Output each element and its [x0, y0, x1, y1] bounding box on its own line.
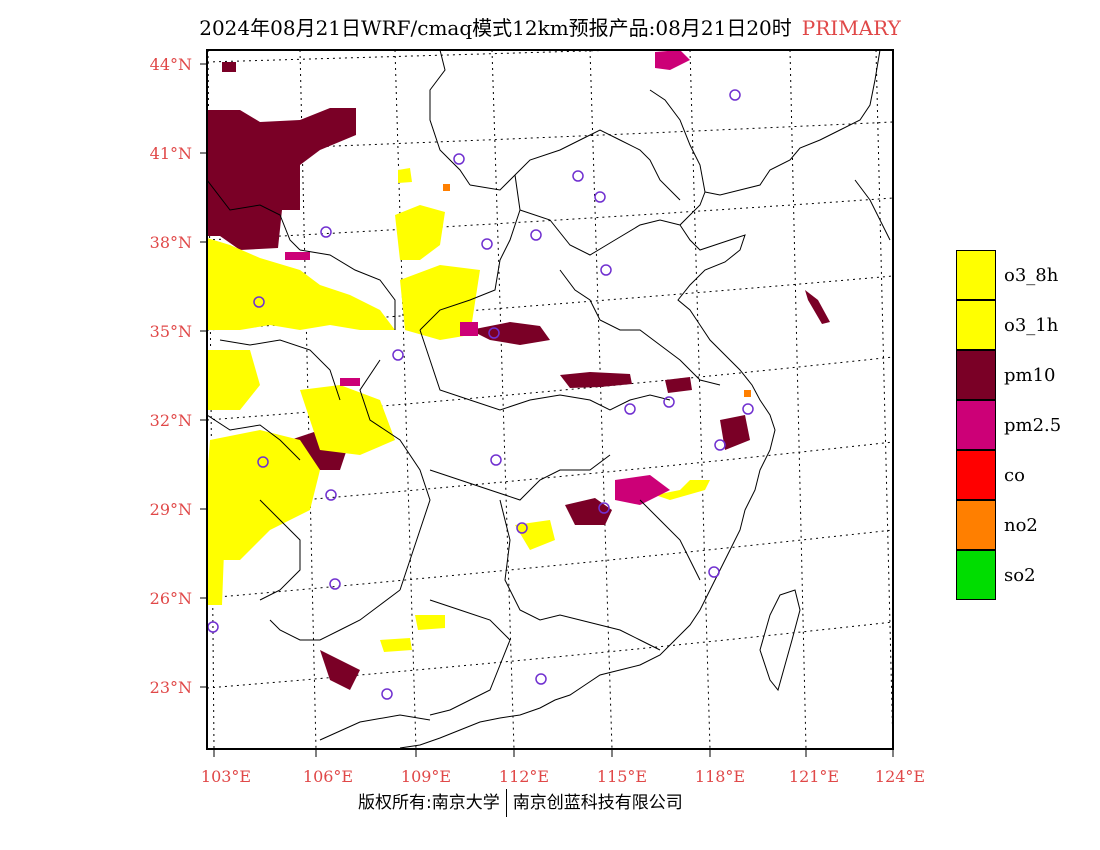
legend-item-so2: so2: [956, 550, 1061, 600]
lon-label-118: 118°E: [695, 767, 745, 786]
lat-ticks: [200, 63, 207, 688]
legend-label: o3_1h: [1004, 314, 1059, 336]
legend-swatch: [956, 550, 996, 600]
lat-label-26: 26°N: [150, 589, 192, 608]
pm25-areas: [285, 50, 690, 505]
lon-label-103: 103°E: [201, 767, 251, 786]
lat-label-44: 44°N: [150, 55, 192, 74]
lon-label-124: 124°E: [875, 767, 925, 786]
legend-swatch: [956, 350, 996, 400]
station-markers: [207, 89, 754, 700]
legend-item-o3-8h: o3_8h: [956, 250, 1061, 300]
title-tag: PRIMARY: [801, 16, 901, 40]
legend-label: pm10: [1004, 364, 1056, 386]
legend-item-no2: no2: [956, 500, 1061, 550]
legend-swatch: [956, 450, 996, 500]
footer-divider: [505, 789, 507, 817]
legend-swatch: [956, 300, 996, 350]
lon-label-109: 109°E: [401, 767, 451, 786]
map-frame: [206, 49, 894, 750]
copyright-owner: 版权所有:南京大学: [358, 793, 500, 813]
copyright-footer: 版权所有:南京大学 南京创蓝科技有限公司: [358, 788, 683, 817]
coastline: [319, 50, 891, 749]
o3-areas: [207, 168, 710, 652]
legend-item-pm25: pm2.5: [956, 400, 1061, 450]
lat-label-23: 23°N: [150, 678, 192, 697]
lon-label-121: 121°E: [789, 767, 839, 786]
lat-label-41: 41°N: [150, 144, 192, 163]
legend-label: co: [1004, 464, 1025, 486]
legend-swatch: [956, 400, 996, 450]
legend-swatch: [956, 500, 996, 550]
province-borders: [207, 50, 721, 716]
no2-areas: [443, 184, 751, 397]
lat-label-38: 38°N: [150, 233, 192, 252]
lon-label-112: 112°E: [499, 767, 549, 786]
legend-item-co: co: [956, 450, 1061, 500]
title-main: 2024年08月21日WRF/cmaq模式12km预报产品:08月21日20时: [199, 16, 792, 40]
lon-label-106: 106°E: [303, 767, 353, 786]
legend-item-pm10: pm10: [956, 350, 1061, 400]
map-content: [207, 50, 893, 749]
pm10-areas: [207, 62, 830, 690]
legend-label: o3_8h: [1004, 264, 1059, 286]
lat-label-32: 32°N: [150, 411, 192, 430]
legend-label: so2: [1004, 564, 1036, 586]
lon-ticks: [213, 749, 894, 757]
legend-label: no2: [1004, 514, 1038, 536]
lat-label-29: 29°N: [150, 500, 192, 519]
legend-item-o3-1h: o3_1h: [956, 300, 1061, 350]
lat-label-35: 35°N: [150, 322, 192, 341]
legend-label: pm2.5: [1004, 414, 1062, 436]
pollutant-legend: o3_8h o3_1h pm10 pm2.5 co no2 so2: [956, 250, 1061, 600]
copyright-company: 南京创蓝科技有限公司: [512, 793, 683, 813]
map-title: 2024年08月21日WRF/cmaq模式12km预报产品:08月21日20时 P…: [0, 12, 1100, 41]
lon-label-115: 115°E: [597, 767, 647, 786]
legend-swatch: [956, 250, 996, 300]
